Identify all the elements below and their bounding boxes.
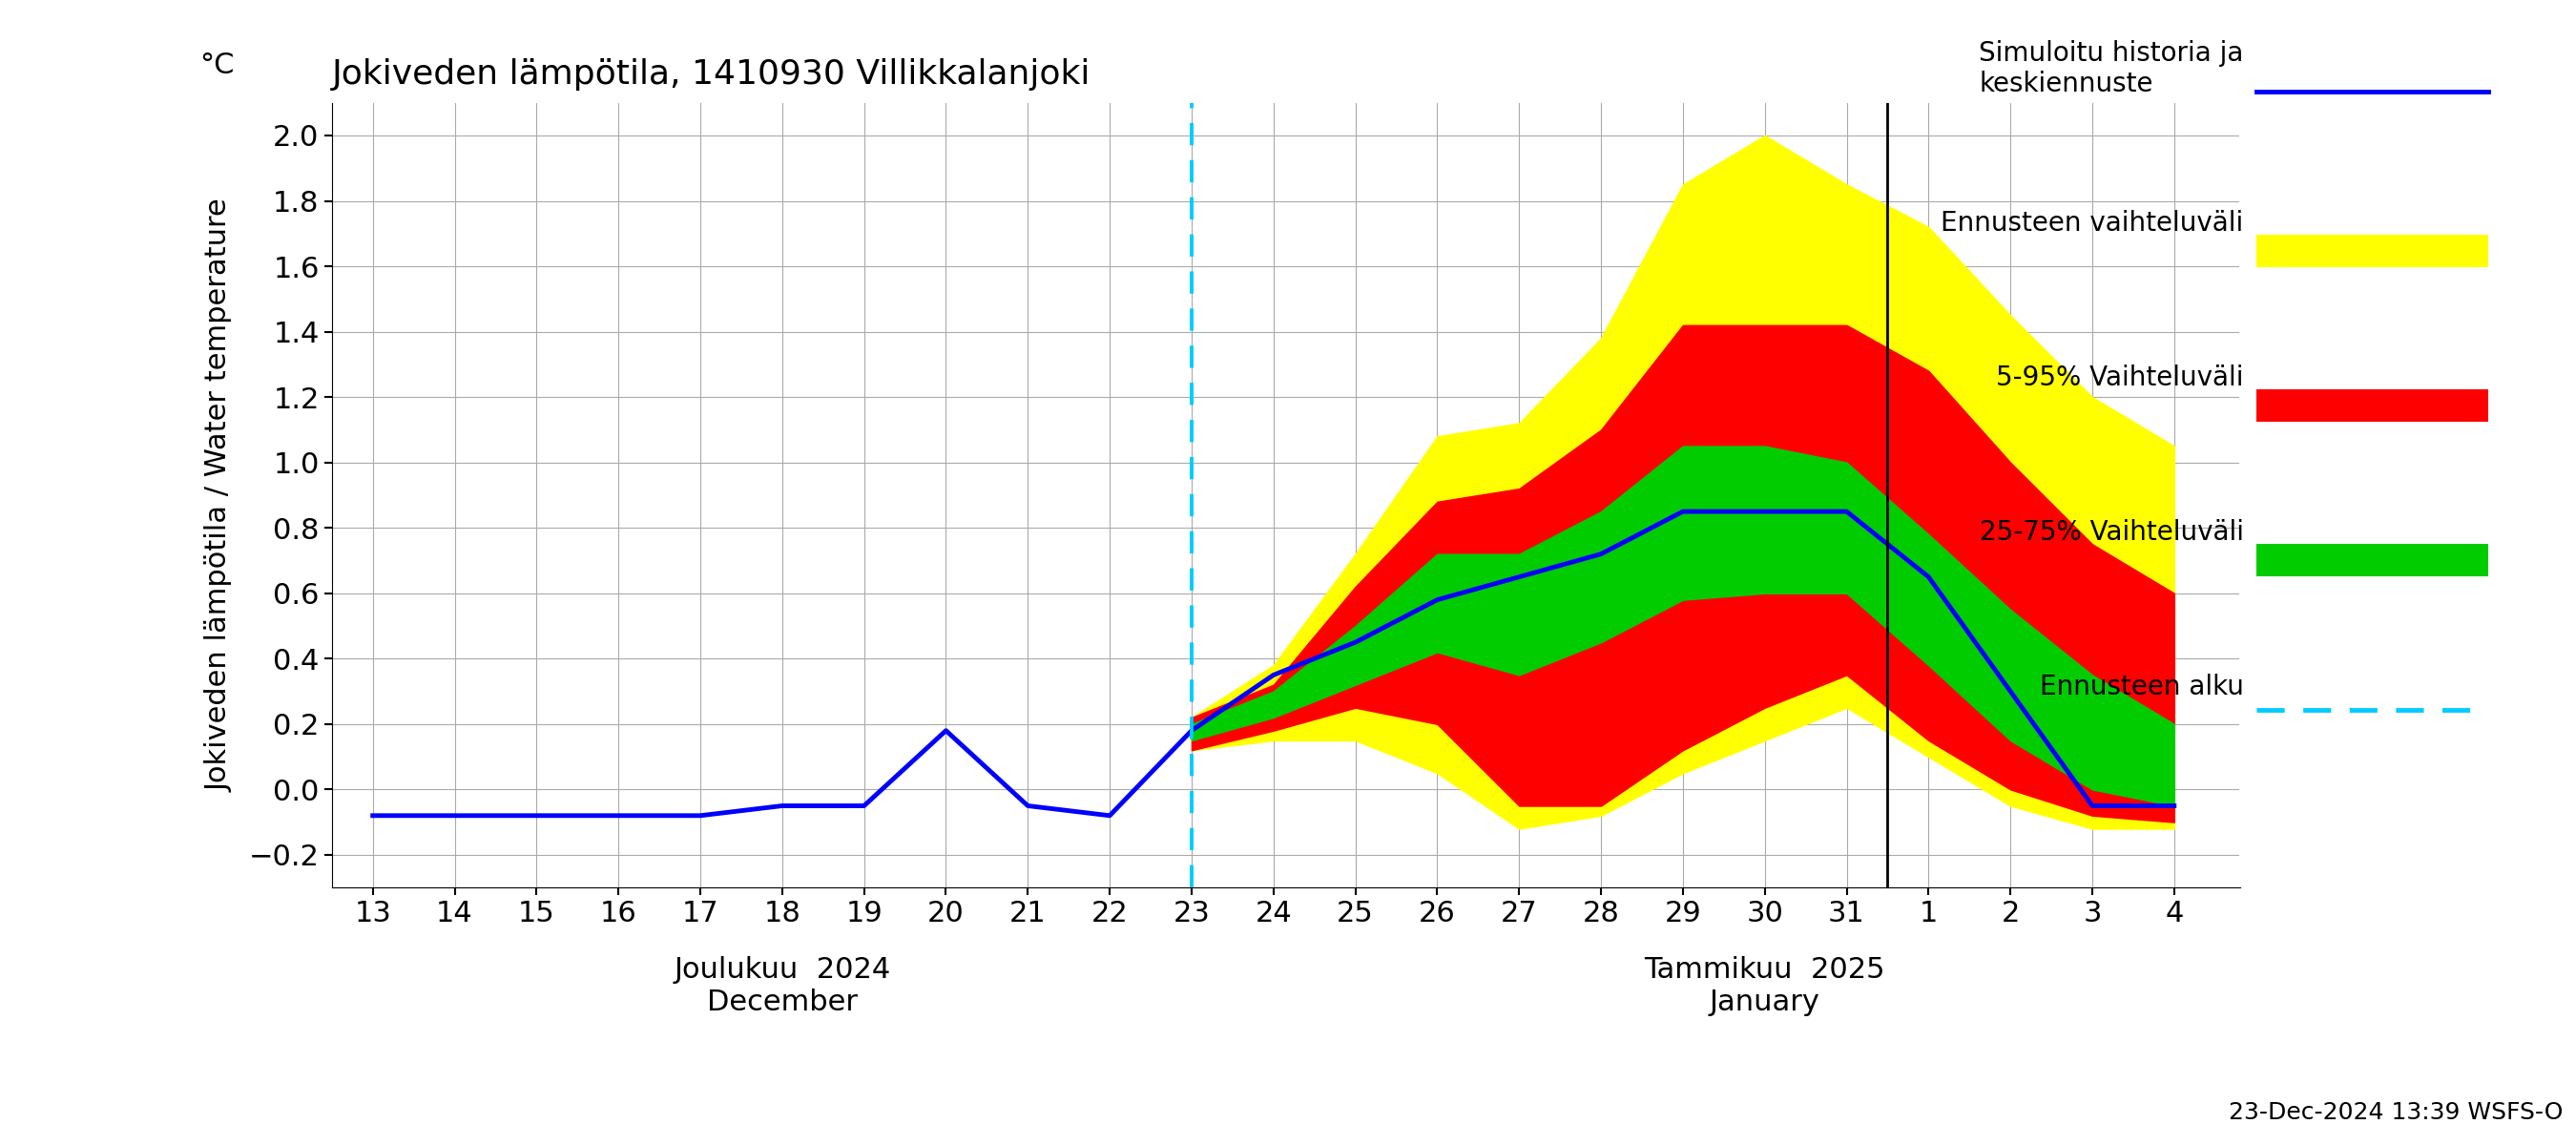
- Y-axis label: Jokiveden lämpötila / Water temperature: Jokiveden lämpötila / Water temperature: [206, 198, 232, 792]
- Text: Ennusteen alku: Ennusteen alku: [2040, 673, 2244, 701]
- Text: Jokiveden lämpötila, 1410930 Villikkalanjoki: Jokiveden lämpötila, 1410930 Villikkalan…: [332, 58, 1090, 90]
- Text: 23-Dec-2024 13:39 WSFS-O: 23-Dec-2024 13:39 WSFS-O: [2228, 1101, 2563, 1124]
- Text: Joulukuu  2024
December: Joulukuu 2024 December: [675, 956, 891, 1017]
- Text: °C: °C: [201, 52, 234, 79]
- Text: 25-75% Vaihteluväli: 25-75% Vaihteluväli: [1978, 519, 2244, 546]
- Text: 5-95% Vaihteluväli: 5-95% Vaihteluväli: [1996, 364, 2244, 392]
- Text: Ennusteen vaihteluväli: Ennusteen vaihteluväli: [1942, 210, 2244, 237]
- Text: Tammikuu  2025
January: Tammikuu 2025 January: [1643, 956, 1886, 1017]
- Text: Simuloitu historia ja
keskiennuste: Simuloitu historia ja keskiennuste: [1978, 40, 2244, 97]
